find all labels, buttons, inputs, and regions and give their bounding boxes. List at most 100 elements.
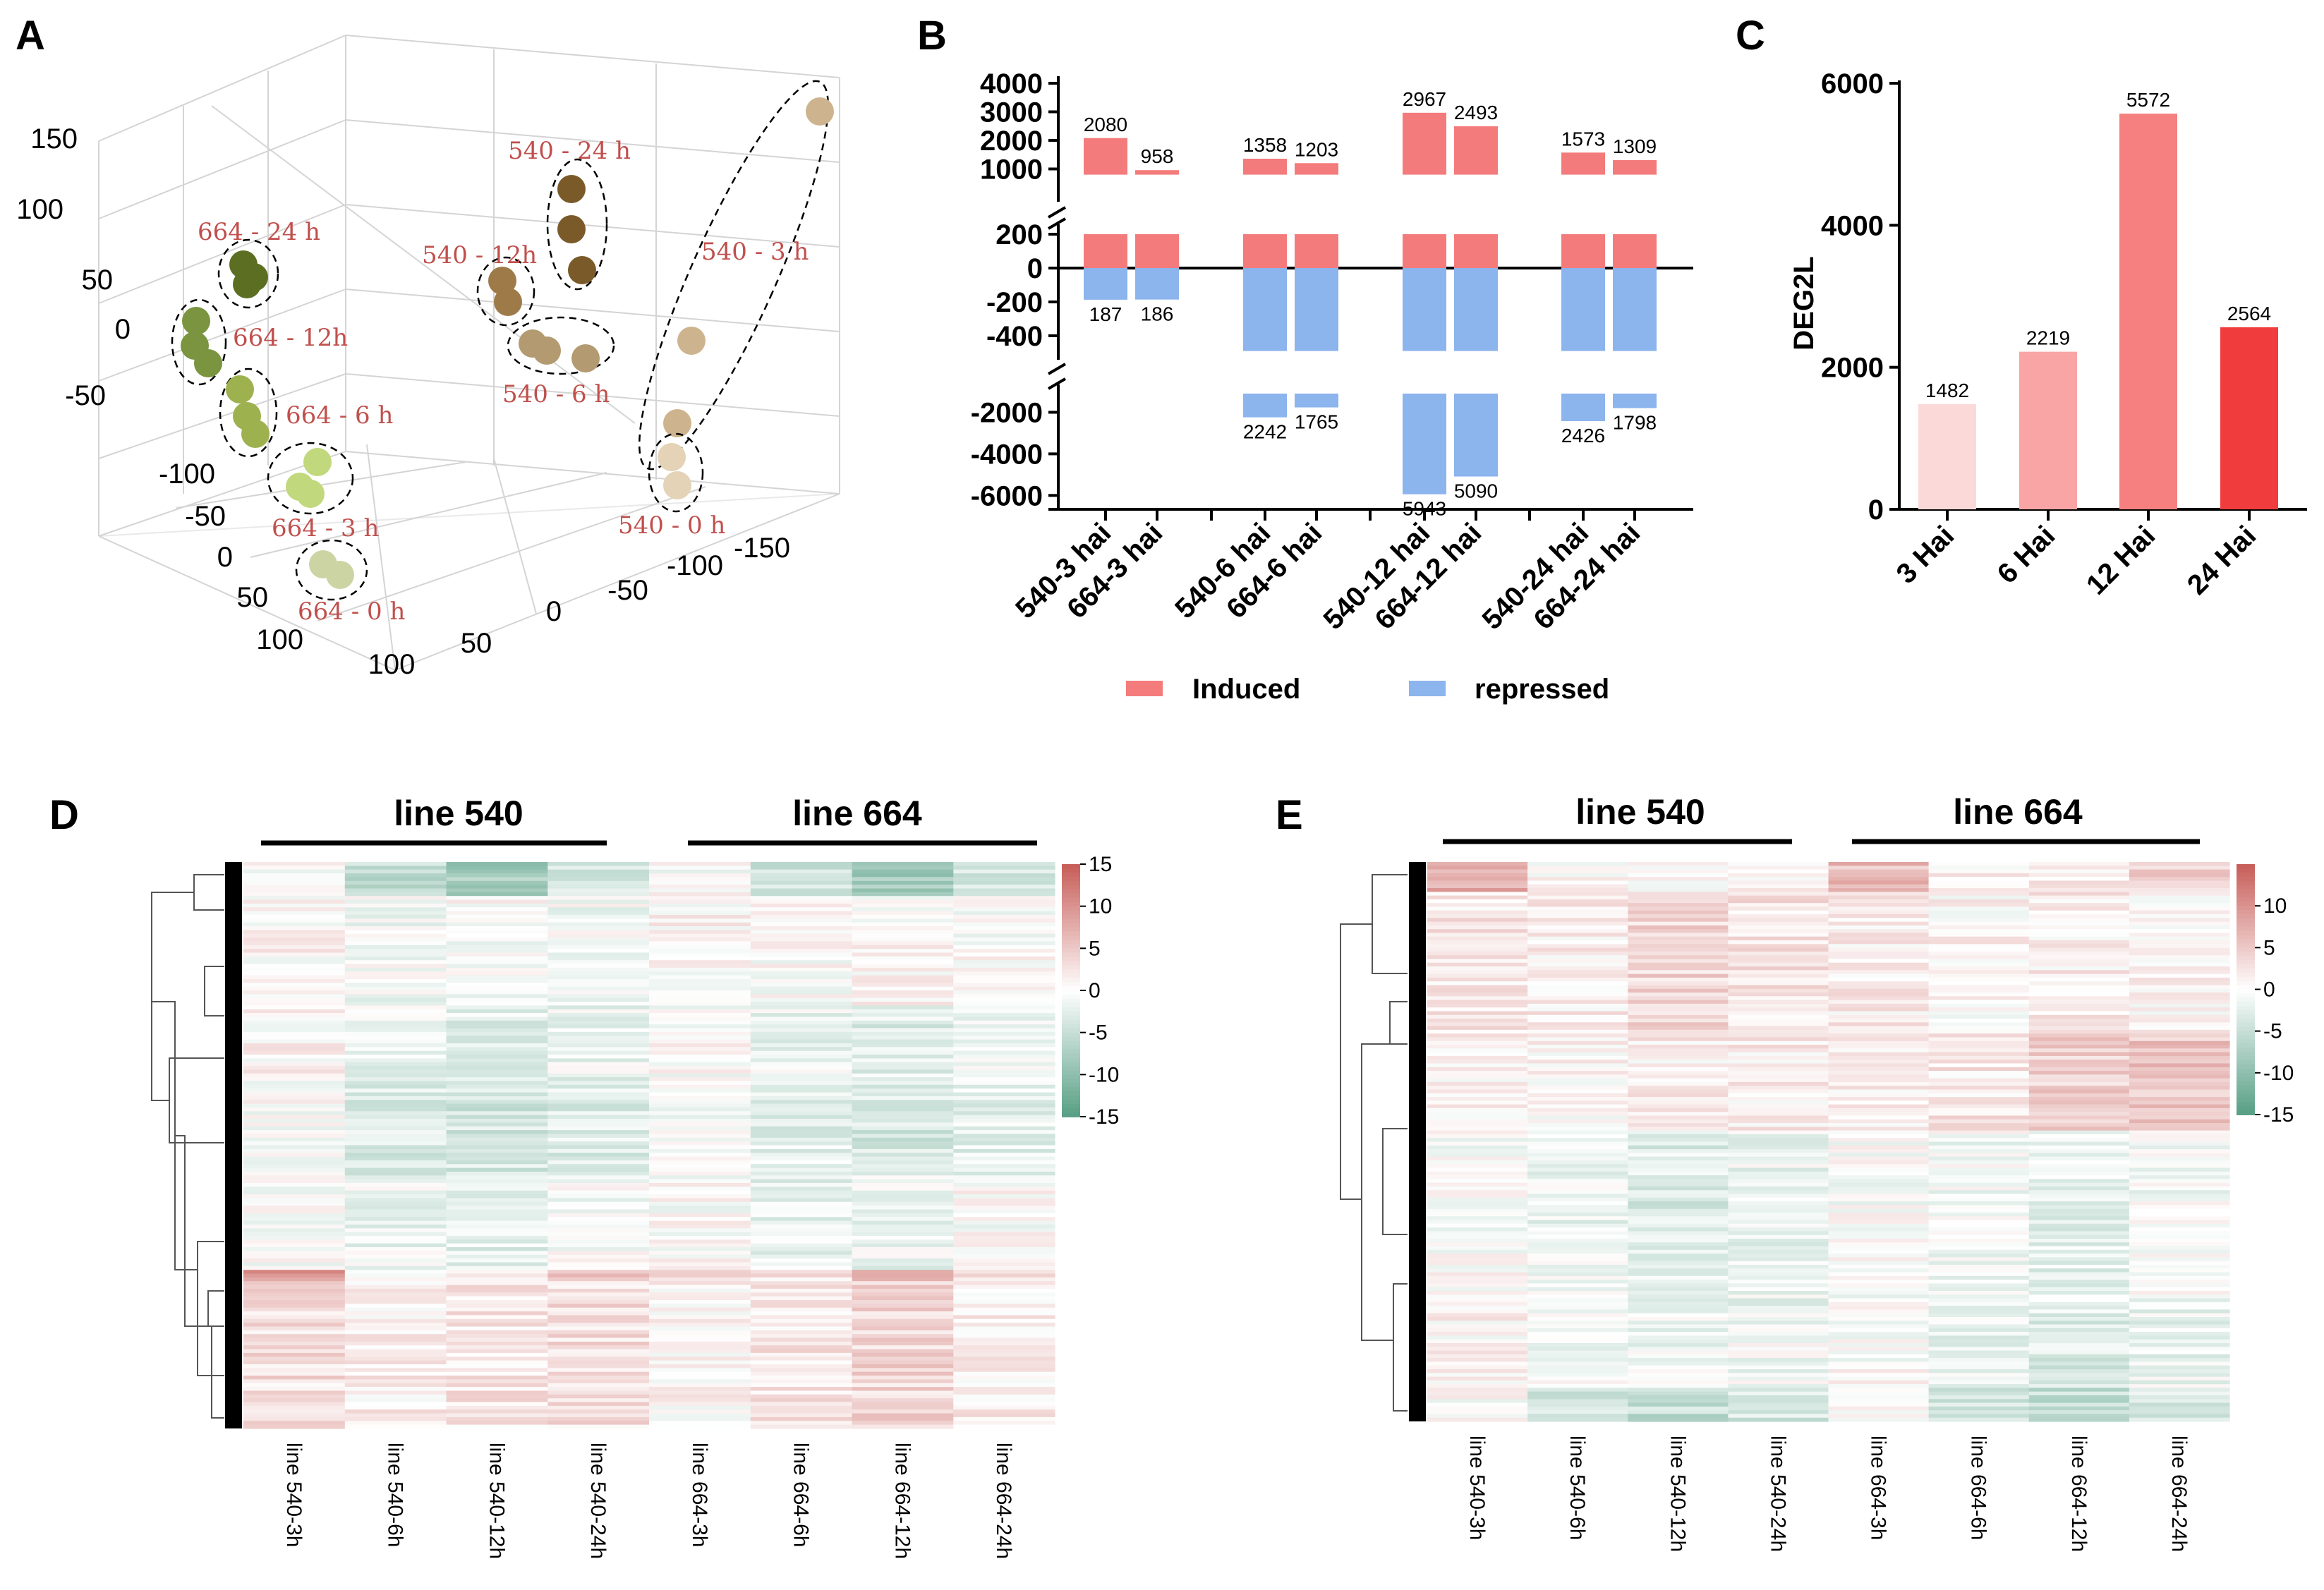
heatmap-cell [1928, 1335, 2030, 1340]
heatmap-cell [2028, 1227, 2130, 1232]
heatmap-cell [1928, 947, 2030, 952]
heatmap-cell [649, 1148, 751, 1153]
heatmap-cell [649, 911, 751, 916]
heatmap-cell [1527, 1324, 1628, 1329]
heatmap-cell [852, 1141, 954, 1146]
heatmap-cell [243, 1405, 346, 1410]
heatmap-cell [446, 1013, 548, 1018]
heatmap-cell [852, 1318, 954, 1323]
heatmap-cell [2028, 1246, 2130, 1251]
colorbar-tick-label: -15 [1089, 1105, 1119, 1129]
heatmap-cell [1828, 1268, 1930, 1273]
heatmap-cell [1828, 1179, 1930, 1184]
heatmap-cell [2129, 1003, 2230, 1008]
heatmap-cell [2028, 1332, 2130, 1336]
heatmap-cell [344, 1364, 447, 1369]
heatmap-cell [446, 1190, 548, 1195]
heatmap-cell [547, 1292, 650, 1297]
heatmap-cell [1728, 1354, 1829, 1359]
heatmap-cell [1427, 1007, 1528, 1012]
heatmap-cell [1427, 966, 1528, 971]
heatmap-cell [2129, 873, 2230, 878]
heatmap-cell [2129, 1194, 2230, 1198]
heatmap-cell [547, 1296, 650, 1301]
heatmap-cell [243, 1315, 346, 1320]
heatmap-cell [750, 1073, 853, 1078]
b-ytick-label: 1000 [980, 154, 1043, 186]
heatmap-cell [344, 1405, 447, 1410]
b-label-repressed: 1765 [1295, 411, 1338, 433]
heatmap-cell [1628, 888, 1729, 892]
heatmap-cell [243, 1183, 346, 1187]
heatmap-cell [1728, 936, 1829, 941]
pca-label: 540 - 6 h [502, 380, 610, 408]
heatmap-cell [1828, 1138, 1930, 1143]
heatmap-cell [852, 930, 954, 935]
heatmap-cell [1527, 1227, 1628, 1232]
dendrogram-branch [1340, 923, 1372, 1200]
heatmap-cell [1728, 910, 1829, 915]
heatmap-cell [344, 1232, 447, 1237]
heatmap-cell [953, 1111, 1055, 1116]
heatmap-cell [852, 1254, 954, 1259]
heatmap-cell [344, 1130, 447, 1135]
heatmap-cell [852, 1345, 954, 1350]
heatmap-cell [2028, 1123, 2130, 1127]
heatmap-cell [750, 1213, 853, 1218]
heatmap-cell [750, 945, 853, 949]
pca-group-540-0h: 540 - 0 h [618, 432, 725, 540]
heatmap-cell [1628, 1328, 1729, 1333]
heatmap-cell [649, 1247, 751, 1251]
heatmap-cell [1427, 993, 1528, 997]
colorbar-segment [2237, 1093, 2255, 1099]
heatmap-cell [1928, 1294, 2030, 1299]
legend-label-repressed: repressed [1475, 674, 1609, 705]
pca-point [303, 448, 332, 476]
heatmap-cell [1728, 1361, 1829, 1366]
heatmap-cell [243, 1172, 346, 1176]
c-ytick-label: 6000 [1821, 68, 1884, 99]
heatmap-cell [2028, 884, 2130, 889]
heatmap-cell [547, 1416, 650, 1421]
heatmap-cell [2028, 1291, 2130, 1295]
pca-point [677, 327, 706, 355]
heatmap-cell [1427, 1048, 1528, 1053]
heatmap-cell [547, 892, 650, 897]
heatmap-cell [1527, 1391, 1628, 1396]
heatmap-cell [547, 1031, 650, 1036]
heatmap-cell [1728, 1071, 1829, 1075]
heatmap-cell [649, 986, 751, 991]
heatmap-cell [547, 1285, 650, 1289]
heatmap-cell [953, 975, 1055, 980]
heatmap-cell [344, 1092, 447, 1097]
heatmap-cell [953, 1062, 1055, 1067]
heatmap-cell [547, 880, 650, 885]
heatmap-cell [750, 1107, 853, 1112]
heatmap-cell [547, 1277, 650, 1282]
heatmap-cell [446, 979, 548, 983]
heatmap-cell [1527, 1156, 1628, 1161]
heatmap-cell [1928, 1138, 2030, 1143]
heatmap-cell [2129, 1190, 2230, 1195]
heatmap-cell [750, 1088, 853, 1093]
heatmap-cell [1527, 1201, 1628, 1206]
heatmap-cell [243, 1088, 346, 1093]
b-bar-repressed-upper [1295, 268, 1338, 351]
heatmap-cell [649, 907, 751, 912]
heatmap-cell [1527, 1301, 1628, 1306]
heatmap-cell [446, 1179, 548, 1184]
heatmap-cell [2028, 1321, 2130, 1325]
heatmap-cell [344, 1326, 447, 1331]
pca-label: 540 - 0 h [618, 511, 725, 540]
b-ytick-label: 0 [1027, 253, 1043, 284]
heatmap-cell [1928, 1156, 2030, 1161]
heatmap-cell [1527, 1242, 1628, 1247]
heatmap-cell [446, 997, 548, 1002]
heatmap-cell [1828, 873, 1930, 878]
heatmap-cell [1628, 1190, 1729, 1195]
heatmap-cell [2028, 1190, 2130, 1195]
heatmap-cell [1828, 1156, 1930, 1161]
heatmap-cell [750, 937, 853, 942]
heatmap-cell [852, 1103, 954, 1108]
